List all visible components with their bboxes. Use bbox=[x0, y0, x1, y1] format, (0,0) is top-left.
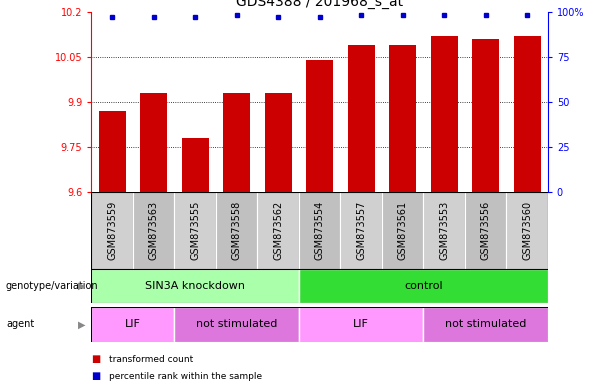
Bar bbox=[257, 192, 299, 269]
Text: LIF: LIF bbox=[125, 319, 141, 329]
Bar bbox=[174, 192, 216, 269]
Text: SIN3A knockdown: SIN3A knockdown bbox=[145, 281, 245, 291]
Bar bbox=[216, 192, 257, 269]
Text: percentile rank within the sample: percentile rank within the sample bbox=[109, 372, 262, 381]
Text: ■: ■ bbox=[91, 371, 101, 381]
Bar bbox=[472, 39, 499, 192]
Bar bbox=[340, 192, 382, 269]
Bar bbox=[140, 93, 167, 192]
Text: GSM873554: GSM873554 bbox=[315, 201, 325, 260]
Text: GSM873563: GSM873563 bbox=[148, 201, 158, 260]
Text: agent: agent bbox=[6, 319, 34, 329]
Bar bbox=[174, 307, 299, 342]
Bar bbox=[91, 307, 174, 342]
Bar bbox=[423, 192, 465, 269]
Text: LIF: LIF bbox=[353, 319, 369, 329]
Bar bbox=[423, 307, 548, 342]
Text: GSM873556: GSM873556 bbox=[481, 201, 491, 260]
Bar bbox=[299, 307, 423, 342]
Bar bbox=[465, 192, 507, 269]
Text: GSM873555: GSM873555 bbox=[190, 201, 200, 260]
Text: GSM873558: GSM873558 bbox=[231, 201, 241, 260]
Bar bbox=[223, 93, 250, 192]
Bar bbox=[389, 45, 416, 192]
Title: GDS4388 / 201968_s_at: GDS4388 / 201968_s_at bbox=[236, 0, 403, 9]
Text: control: control bbox=[404, 281, 442, 291]
Bar bbox=[299, 192, 340, 269]
Text: GSM873553: GSM873553 bbox=[439, 201, 449, 260]
Bar bbox=[264, 93, 292, 192]
Bar bbox=[507, 192, 548, 269]
Text: GSM873562: GSM873562 bbox=[273, 201, 283, 260]
Text: GSM873557: GSM873557 bbox=[356, 201, 366, 260]
Text: not stimulated: not stimulated bbox=[445, 319, 526, 329]
Text: genotype/variation: genotype/variation bbox=[6, 281, 98, 291]
Bar bbox=[91, 269, 299, 303]
Text: GSM873561: GSM873561 bbox=[398, 201, 408, 260]
Text: ▶: ▶ bbox=[78, 319, 85, 329]
Text: GSM873559: GSM873559 bbox=[107, 201, 117, 260]
Bar bbox=[431, 36, 458, 192]
Bar bbox=[348, 45, 375, 192]
Text: not stimulated: not stimulated bbox=[196, 319, 277, 329]
Text: GSM873560: GSM873560 bbox=[522, 201, 532, 260]
Bar bbox=[382, 192, 423, 269]
Text: transformed count: transformed count bbox=[109, 354, 193, 364]
Bar bbox=[98, 111, 125, 192]
Bar bbox=[133, 192, 174, 269]
Text: ▶: ▶ bbox=[78, 281, 85, 291]
Bar bbox=[91, 192, 133, 269]
Bar bbox=[299, 269, 548, 303]
Bar bbox=[181, 138, 209, 192]
Text: ■: ■ bbox=[91, 354, 101, 364]
Bar bbox=[514, 36, 541, 192]
Bar bbox=[306, 60, 333, 192]
